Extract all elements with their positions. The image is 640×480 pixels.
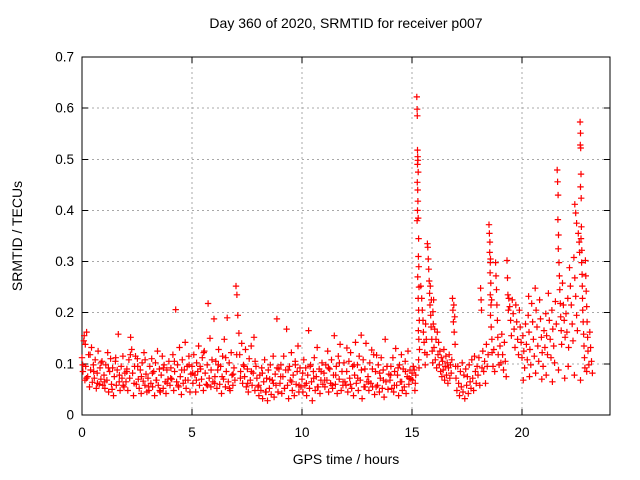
y-tick-labels: 0 0.1 0.2 0.3 0.4 0.5 0.6 0.7: [55, 50, 74, 423]
y-tick-label: 0.4: [55, 203, 74, 218]
x-tick-label: 10: [294, 425, 309, 440]
y-tick-label: 0.6: [55, 101, 74, 116]
y-tick-label: 0.3: [55, 254, 74, 269]
y-tick-label: 0.7: [55, 50, 74, 65]
y-tick-label: 0.1: [55, 356, 74, 371]
x-tick-label: 5: [188, 425, 196, 440]
x-tick-label: 20: [514, 425, 529, 440]
y-tick-label: 0.5: [55, 152, 74, 167]
scatter-series-srmtid: [78, 93, 596, 404]
x-tick-labels: 0 5 10 15 20: [78, 425, 529, 440]
x-axis-label: GPS time / hours: [293, 451, 400, 467]
chart-title: Day 360 of 2020, SRMTID for receiver p00…: [209, 15, 482, 31]
x-tick-label: 15: [404, 425, 419, 440]
data-points: [78, 93, 596, 404]
y-tick-label: 0: [66, 408, 74, 423]
y-tick-label: 0.2: [55, 305, 74, 320]
plot-border: [81, 56, 611, 416]
x-tick-label: 0: [78, 425, 86, 440]
y-axis-label: SRMTID / TECUs: [9, 181, 25, 291]
